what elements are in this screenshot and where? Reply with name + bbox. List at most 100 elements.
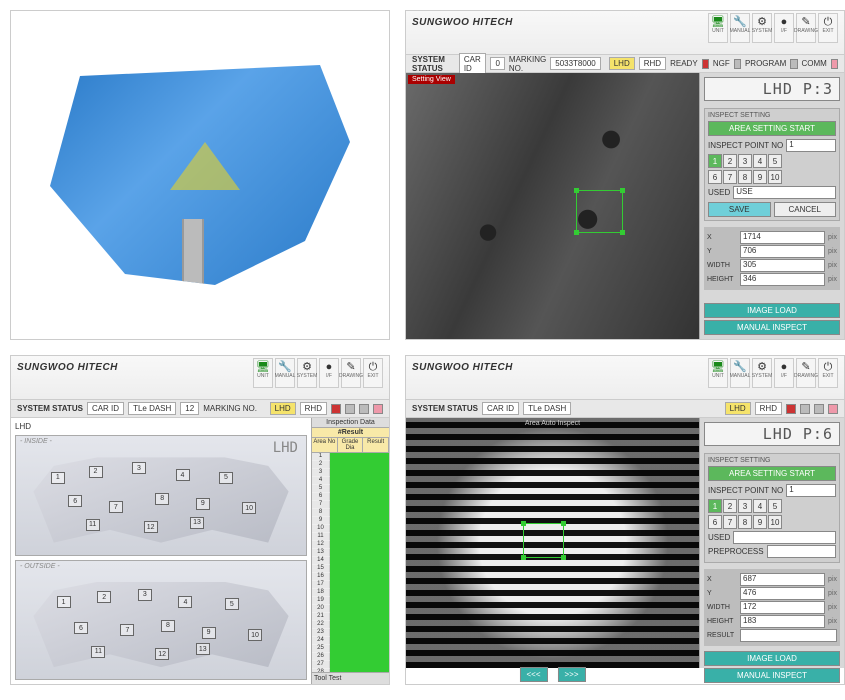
- camera-view-grid[interactable]: Area Auto Inspect <<< >>>: [406, 418, 699, 668]
- geom-w[interactable]: 305: [740, 259, 825, 272]
- point-num-10[interactable]: 10: [768, 515, 782, 529]
- toolbar-manual-icon[interactable]: 🔧MANUAL: [275, 358, 295, 388]
- inspection-point[interactable]: 4: [178, 596, 192, 608]
- roi-box[interactable]: [576, 190, 623, 233]
- inspection-point[interactable]: 12: [144, 521, 158, 533]
- inspect-window-bottom: SUNGWOO HITECH 🖥UNIT🔧MANUAL⚙SYSTEM●I/F✎D…: [405, 355, 845, 685]
- inspection-point[interactable]: 2: [89, 466, 103, 478]
- inspection-point[interactable]: 1: [57, 596, 71, 608]
- point-num-8[interactable]: 8: [738, 515, 752, 529]
- toolbar-exit-icon[interactable]: ⏻EXIT: [818, 358, 838, 388]
- inspection-point[interactable]: 13: [190, 517, 204, 529]
- nav-next-button[interactable]: >>>: [558, 667, 586, 682]
- toolbar-unit-icon[interactable]: 🖥UNIT: [708, 13, 728, 43]
- inspection-point[interactable]: 3: [132, 462, 146, 474]
- result-row: 24: [312, 637, 389, 645]
- inspection-point[interactable]: 10: [242, 502, 256, 514]
- result-row: 8: [312, 509, 389, 517]
- inside-view[interactable]: - INSIDE - LHD 12345678910111213: [15, 435, 307, 556]
- cad-stand: [182, 219, 204, 339]
- inspection-point[interactable]: 9: [196, 498, 210, 510]
- tool-test[interactable]: Tool Test: [312, 672, 389, 684]
- inspect-list-window: SUNGWOO HITECH 🖥UNIT🔧MANUAL⚙SYSTEM●I/F✎D…: [10, 355, 390, 685]
- roi-box[interactable]: [523, 523, 564, 558]
- toolbar-system-icon[interactable]: ⚙SYSTEM: [752, 13, 772, 43]
- point-num-3[interactable]: 3: [738, 154, 752, 168]
- point-num-4[interactable]: 4: [753, 499, 767, 513]
- point-num-1[interactable]: 1: [708, 499, 722, 513]
- rhd-chip[interactable]: RHD: [639, 57, 666, 70]
- inspection-point[interactable]: 8: [155, 493, 169, 505]
- nav-prev-button[interactable]: <<<: [519, 667, 547, 682]
- toolbar-system-icon[interactable]: ⚙SYSTEM: [752, 358, 772, 388]
- cancel-button[interactable]: CANCEL: [774, 202, 837, 217]
- app-header: SUNGWOO HITECH 🖥UNIT🔧MANUAL⚙SYSTEM●I/F✎D…: [11, 356, 389, 400]
- point-num-6[interactable]: 6: [708, 170, 722, 184]
- area-start-button[interactable]: AREA SETTING START: [708, 121, 836, 136]
- inspection-point[interactable]: 12: [155, 648, 169, 660]
- point-num-2[interactable]: 2: [723, 499, 737, 513]
- inspection-point[interactable]: 9: [202, 627, 216, 639]
- image-load-button[interactable]: IMAGE LOAD: [704, 651, 840, 666]
- point-num-5[interactable]: 5: [768, 154, 782, 168]
- inspect-setting-label: INSPECT SETTING: [708, 112, 836, 119]
- manual-inspect-button[interactable]: MANUAL INSPECT: [704, 668, 840, 683]
- dot-ready: [702, 59, 709, 69]
- geom-h[interactable]: 346: [740, 273, 825, 286]
- toolbar-i/f-icon[interactable]: ●I/F: [774, 358, 794, 388]
- point-num-2[interactable]: 2: [723, 154, 737, 168]
- image-load-button[interactable]: IMAGE LOAD: [704, 303, 840, 318]
- point-num-4[interactable]: 4: [753, 154, 767, 168]
- cad-part: [50, 65, 350, 285]
- inspection-point[interactable]: 6: [68, 495, 82, 507]
- inspection-point[interactable]: 6: [74, 622, 88, 634]
- inspection-point[interactable]: 4: [176, 469, 190, 481]
- inspection-point[interactable]: 1: [51, 472, 65, 484]
- inspection-point[interactable]: 2: [97, 591, 111, 603]
- manual-inspect-button[interactable]: MANUAL INSPECT: [704, 320, 840, 335]
- inspection-point[interactable]: 11: [91, 646, 105, 658]
- inspection-point[interactable]: 7: [109, 501, 123, 513]
- area-start-button[interactable]: AREA SETTING START: [708, 466, 836, 481]
- toolbar: 🖥UNIT🔧MANUAL⚙SYSTEM●I/F✎DRAWING⏻EXIT: [708, 358, 838, 388]
- toolbar-unit-icon[interactable]: 🖥UNIT: [253, 358, 273, 388]
- toolbar-manual-icon[interactable]: 🔧MANUAL: [730, 13, 750, 43]
- point-num-1[interactable]: 1: [708, 154, 722, 168]
- point-num-5[interactable]: 5: [768, 499, 782, 513]
- point-num-7[interactable]: 7: [723, 170, 737, 184]
- toolbar-exit-icon[interactable]: ⏻EXIT: [818, 13, 838, 43]
- app-header: SUNGWOO HITECH 🖥UNIT🔧MANUAL⚙SYSTEM●I/F✎D…: [406, 356, 844, 400]
- lhd-chip[interactable]: LHD: [609, 57, 635, 70]
- camera-view[interactable]: Setting View: [406, 73, 699, 339]
- used-select[interactable]: USE: [733, 186, 836, 199]
- inspection-point[interactable]: 5: [219, 472, 233, 484]
- inspection-point[interactable]: 7: [120, 624, 134, 636]
- toolbar-drawing-icon[interactable]: ✎DRAWING: [341, 358, 361, 388]
- result-row: 20: [312, 605, 389, 613]
- outside-view[interactable]: - OUTSIDE - 12345678910111213: [15, 560, 307, 681]
- point-num-7[interactable]: 7: [723, 515, 737, 529]
- toolbar-unit-icon[interactable]: 🖥UNIT: [708, 358, 728, 388]
- point-num-9[interactable]: 9: [753, 170, 767, 184]
- inspection-point[interactable]: 8: [161, 620, 175, 632]
- point-num-9[interactable]: 9: [753, 515, 767, 529]
- inspection-point[interactable]: 11: [86, 519, 100, 531]
- point-num-8[interactable]: 8: [738, 170, 752, 184]
- toolbar-system-icon[interactable]: ⚙SYSTEM: [297, 358, 317, 388]
- point-num-10[interactable]: 10: [768, 170, 782, 184]
- toolbar-drawing-icon[interactable]: ✎DRAWING: [796, 358, 816, 388]
- toolbar-drawing-icon[interactable]: ✎DRAWING: [796, 13, 816, 43]
- geom-x[interactable]: 1714: [740, 231, 825, 244]
- toolbar-manual-icon[interactable]: 🔧MANUAL: [730, 358, 750, 388]
- point-num-6[interactable]: 6: [708, 515, 722, 529]
- toolbar-exit-icon[interactable]: ⏻EXIT: [363, 358, 383, 388]
- point-num-3[interactable]: 3: [738, 499, 752, 513]
- geom-y[interactable]: 706: [740, 245, 825, 258]
- inspection-point[interactable]: 5: [225, 598, 239, 610]
- toolbar-i/f-icon[interactable]: ●I/F: [774, 13, 794, 43]
- inspection-point[interactable]: 13: [196, 643, 210, 655]
- inspection-point[interactable]: 3: [138, 589, 152, 601]
- save-button[interactable]: SAVE: [708, 202, 771, 217]
- toolbar-i/f-icon[interactable]: ●I/F: [319, 358, 339, 388]
- inspection-point[interactable]: 10: [248, 629, 262, 641]
